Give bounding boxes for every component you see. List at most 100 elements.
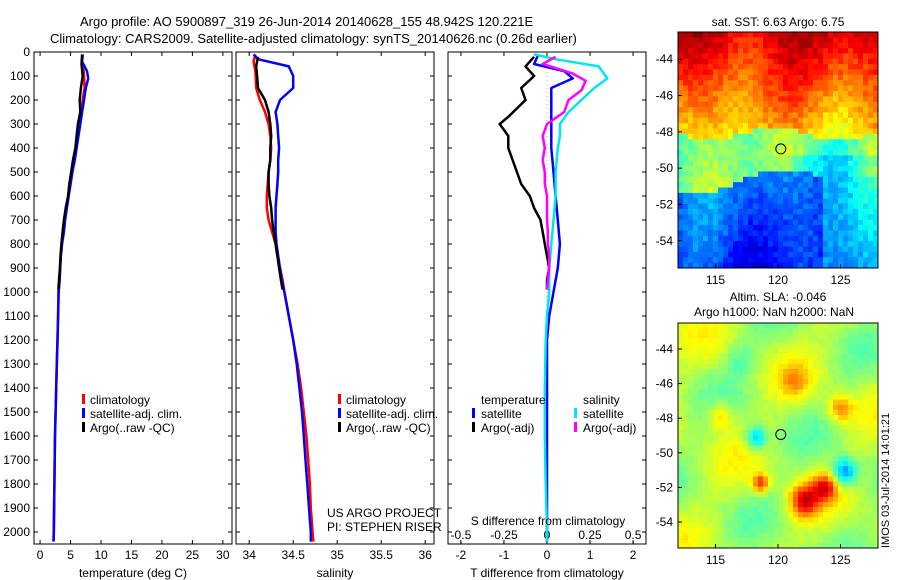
heatmap-cell [833,225,839,231]
heatmap-cell [803,241,809,247]
heatmap-cell [778,328,784,334]
heatmap-cell [698,166,704,172]
heatmap-cell [818,133,824,140]
heatmap-cell [728,80,734,87]
heatmap-cell [708,225,714,231]
heatmap-cell [713,37,719,44]
heatmap-cell [693,155,699,162]
heatmap-cell [693,101,699,108]
heatmap-cell [863,144,869,151]
heatmap-cell [783,262,789,268]
heatmap-cell [858,328,864,334]
heatmap-cell [808,230,814,237]
heatmap-cell [723,192,729,199]
heatmap-cell [848,58,854,65]
heatmap-cell [738,537,744,544]
heatmap-cell [718,80,724,87]
heatmap-cell [683,537,689,544]
heatmap-cell [873,374,878,380]
heatmap-cell [693,537,699,544]
heatmap-cell [778,128,784,135]
heatmap-cell [793,425,799,431]
heatmap-cell [753,353,759,360]
heatmap-cell [678,399,684,406]
heatmap-cell [748,496,754,503]
heatmap-cell [733,209,739,215]
heatmap-cell [688,133,694,140]
heatmap-cell [698,481,704,488]
heatmap-cell [743,455,749,462]
heatmap-cell [703,160,709,167]
heatmap-cell [803,123,809,129]
heatmap-cell [713,461,719,467]
legend-label-argo: Argo(..raw -QC) [346,421,431,435]
heatmap-cell [828,527,834,534]
heatmap-cell [868,517,874,523]
heatmap-cell [783,176,789,183]
heatmap-cell [818,262,824,268]
heatmap-cell [733,415,739,421]
heatmap-cell [808,144,814,151]
heatmap-cell [758,328,764,334]
heatmap-cell [768,262,774,268]
heatmap-cell [713,537,719,544]
heatmap-cell [688,476,694,482]
heatmap-cell [733,42,739,49]
heatmap-cell [798,481,804,488]
heatmap-cell [803,166,809,172]
heatmap-cell [788,471,794,477]
heatmap-cell [748,517,754,523]
heatmap-cell [858,91,864,97]
heatmap-cell [803,74,809,81]
heatmap-cell [698,64,704,70]
heatmap-cell [833,404,839,411]
heatmap-cell [803,476,809,482]
heatmap-cell [708,150,714,156]
heatmap-cell [848,338,854,344]
x-tick-label: 35.5 [370,548,394,562]
heatmap-cell [813,369,819,375]
heatmap-cell [743,353,749,360]
heatmap-cell [828,187,834,194]
heatmap-cell [838,358,844,365]
heatmap-cell [768,420,774,426]
heatmap-cell [783,328,789,334]
heatmap-cell [853,461,859,467]
heatmap-cell [743,225,749,231]
heatmap-cell [793,455,799,462]
heatmap-cell [843,481,849,488]
heatmap-cell [748,512,754,518]
heatmap-cell [853,323,859,329]
heatmap-cell [873,338,878,344]
heatmap-cell [788,501,794,508]
heatmap-cell [748,440,754,447]
heatmap-cell [763,353,769,360]
heatmap-cell [753,101,759,108]
heatmap-cell [683,328,689,334]
sla-map-panel: Altim. SLA: -0.046 Argo h1000: NaN h2000… [656,290,879,567]
heatmap-cell [688,96,694,103]
heatmap-cell [738,128,744,135]
heatmap-cell [843,358,849,365]
heatmap-cell [838,209,844,215]
heatmap-cell [863,374,869,380]
heatmap-cell [693,466,699,472]
heatmap-cell [713,450,719,457]
heatmap-cell [813,501,819,508]
heatmap-cell [808,348,814,355]
heatmap-cell [763,69,769,76]
heatmap-cell [783,537,789,544]
heatmap-cell [713,74,719,81]
heatmap-cell [853,58,859,65]
heatmap-cell [863,471,869,477]
heatmap-cell [773,48,779,54]
heatmap-cell [848,471,854,477]
heatmap-cell [703,415,709,421]
heatmap-cell [678,123,684,129]
heatmap-cell [688,160,694,167]
heatmap-cell [678,374,684,380]
heatmap-cell [698,112,704,119]
heatmap-cell [753,542,759,548]
heatmap-cell [838,450,844,457]
heatmap-cell [808,374,814,380]
